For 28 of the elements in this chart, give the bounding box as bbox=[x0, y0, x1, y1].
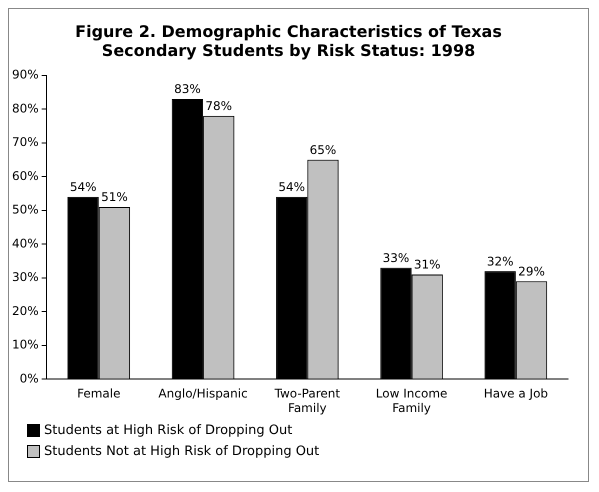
y-tick-label: 40% bbox=[12, 236, 39, 250]
y-tick-label: 30% bbox=[12, 270, 39, 284]
data-label: 51% bbox=[101, 190, 128, 204]
y-tick-label: 90% bbox=[12, 68, 39, 82]
data-label: 54% bbox=[278, 180, 306, 194]
y-tick-label: 60% bbox=[12, 168, 39, 183]
y-tick-label: 70% bbox=[12, 135, 39, 150]
y-tick-label: 10% bbox=[12, 338, 39, 352]
chart-title: Figure 2. Demographic Characteristics of Texas Secondary Students by Risk Status: 1998 bbox=[75, 22, 502, 60]
y-tick-label: 0% bbox=[20, 371, 39, 386]
y-tick-label: 20% bbox=[12, 304, 39, 318]
y-tick-label: 50% bbox=[12, 202, 39, 217]
x-tick-label: Female bbox=[77, 386, 120, 401]
data-label: 31% bbox=[414, 258, 441, 272]
data-label: 54% bbox=[70, 180, 96, 194]
x-tick-label: Low Income Family bbox=[376, 386, 448, 415]
data-label: 78% bbox=[205, 99, 232, 114]
x-tick-label: Anglo/Hispanic bbox=[158, 386, 248, 401]
data-label: 29% bbox=[518, 264, 545, 278]
data-label: 65% bbox=[310, 142, 336, 157]
legend-label: Students at High Risk of Dropping Out bbox=[44, 423, 292, 438]
data-label: 32% bbox=[486, 254, 514, 268]
legend-label: Students Not at High Risk of Dropping Out bbox=[44, 444, 320, 459]
x-tick-label: Two-Parent Family bbox=[274, 386, 340, 415]
x-tick-label: Have a Job bbox=[484, 386, 548, 401]
y-tick-label: 80% bbox=[12, 101, 39, 116]
data-label: 83% bbox=[174, 82, 201, 96]
data-label: 33% bbox=[382, 250, 410, 265]
